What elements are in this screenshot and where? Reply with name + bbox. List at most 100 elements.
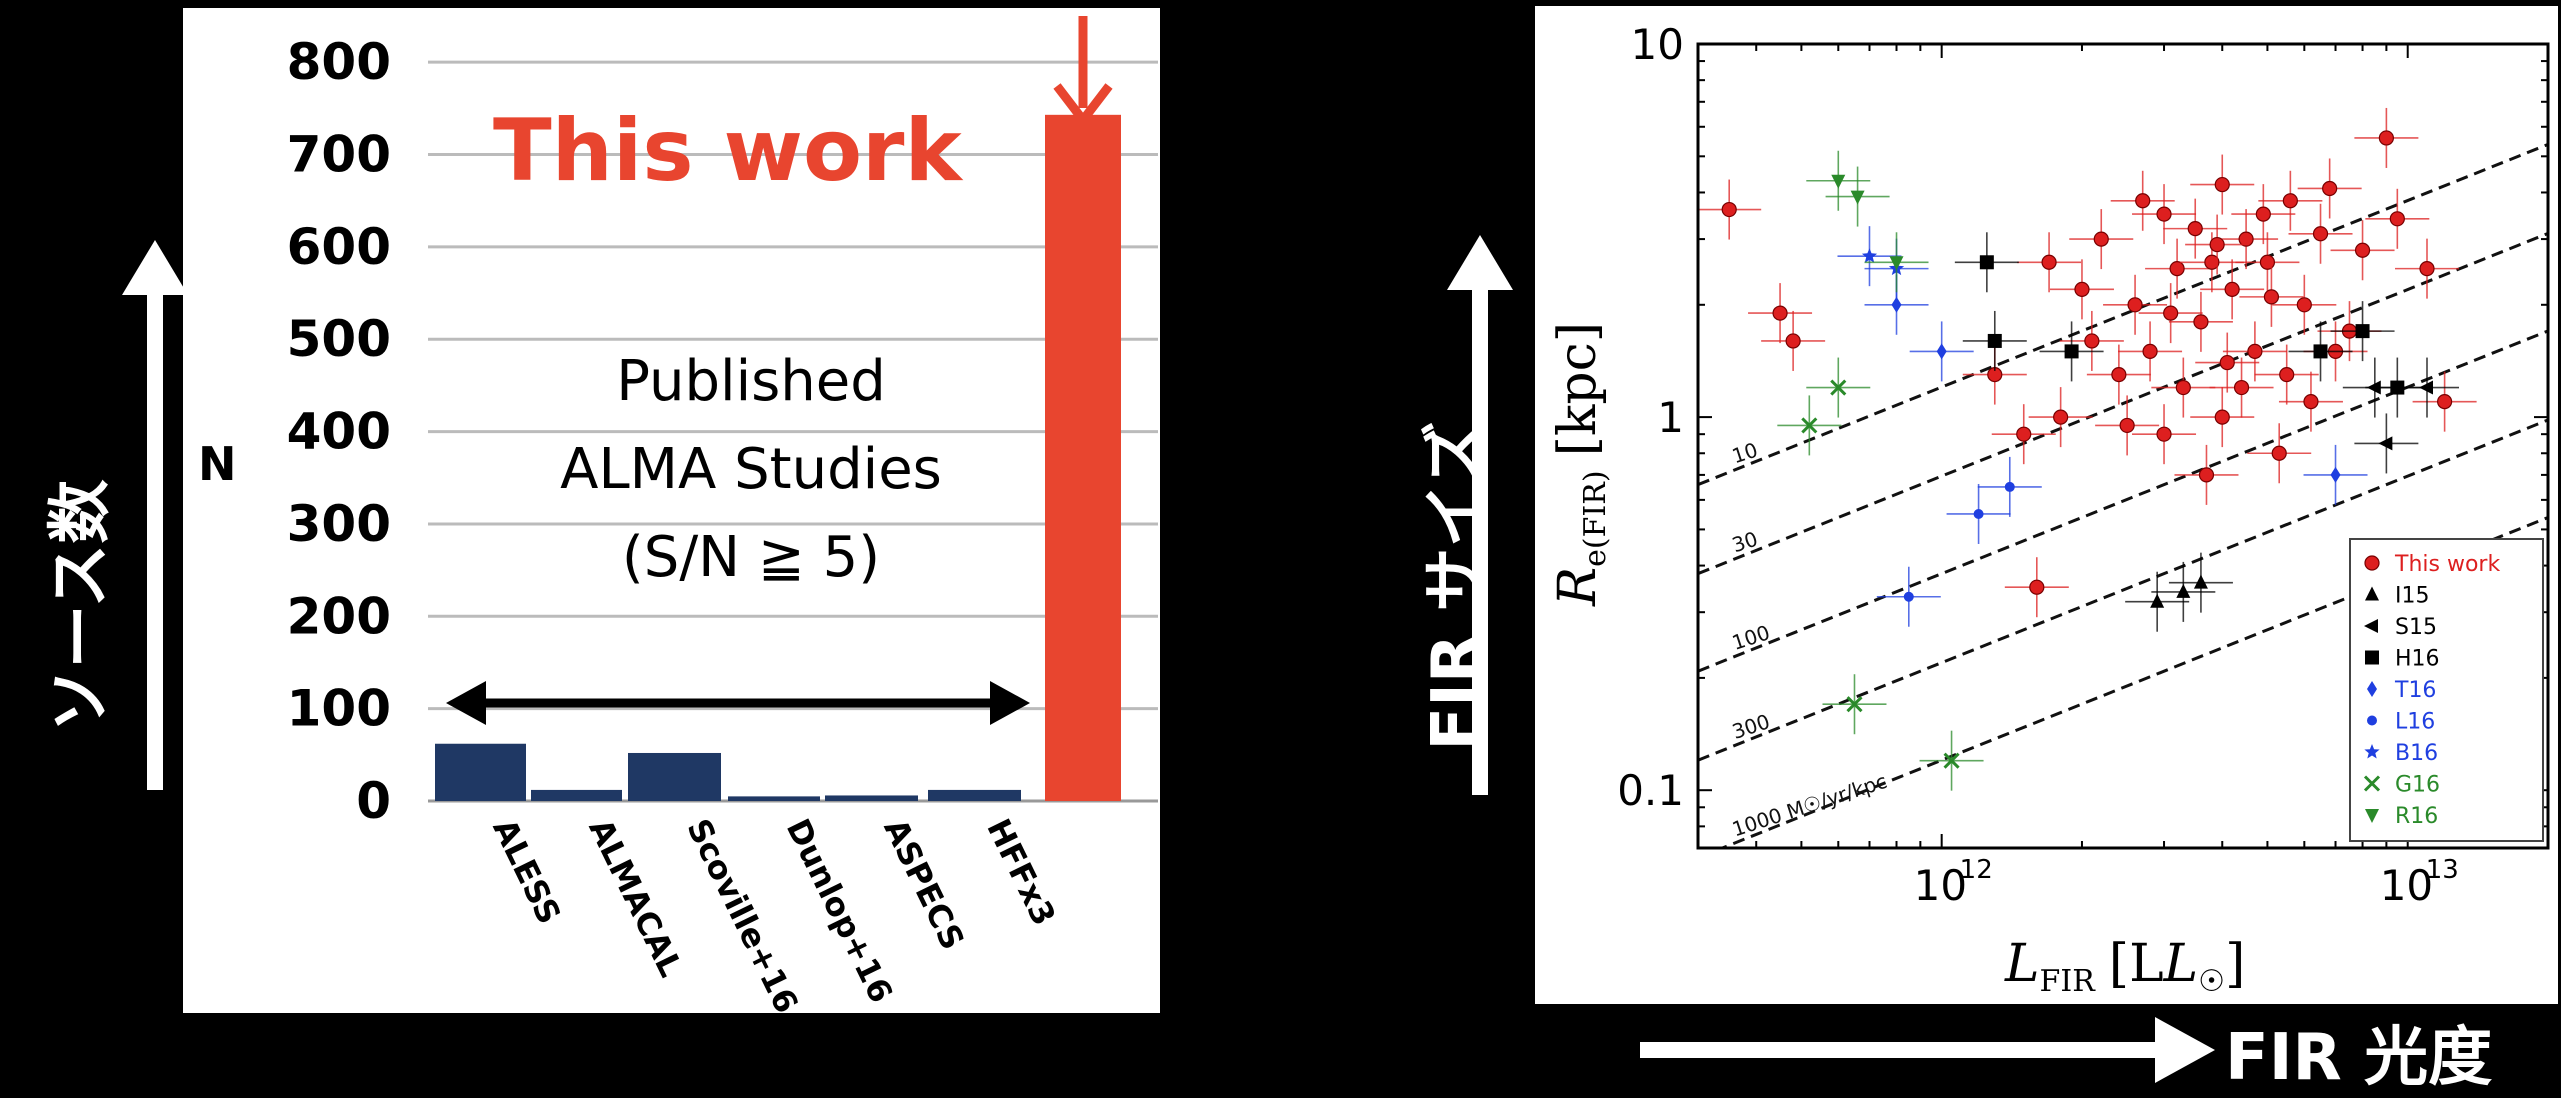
marker-circle: [2119, 417, 2135, 434]
marker-circle: [2389, 211, 2405, 227]
marker-circle: [2296, 297, 2312, 313]
x-axis-label: LFIR [LL☉]: [2004, 934, 2245, 999]
marker-circle: [2279, 366, 2295, 383]
marker-circle: [2093, 231, 2109, 247]
this-work-arrow-head: [1053, 83, 1113, 128]
marker-circle: [2255, 206, 2271, 222]
marker-diamond: [1936, 343, 1947, 360]
y-tick-label: 600: [287, 218, 391, 276]
marker-diamond: [2367, 681, 2377, 697]
marker-circle: [2322, 180, 2338, 197]
data-point: [1748, 283, 1813, 344]
data-point: [2110, 170, 2175, 231]
data-point: [2288, 321, 2353, 382]
marker-circle: [2419, 261, 2435, 277]
marker-triangle-up: [2193, 574, 2208, 589]
marker-triangle-up: [2365, 586, 2379, 601]
legend-item: I15: [2365, 584, 2429, 609]
marker-triangle-down: [1889, 256, 1904, 271]
marker-circle-small: [1903, 591, 1914, 602]
legend-item: B16: [2364, 741, 2438, 766]
sfr-line-label: 300: [1729, 709, 1773, 744]
marker-x-stroke: [1943, 752, 1960, 769]
marker-circle: [2016, 426, 2032, 442]
marker-circle: [2204, 254, 2220, 270]
marker-circle: [1772, 305, 1788, 321]
marker-circle: [2312, 226, 2329, 242]
data-point: [2017, 232, 2082, 293]
marker-circle-small: [2004, 481, 2015, 492]
marker-square: [1979, 255, 1994, 270]
y-tick-label: 800: [287, 33, 391, 91]
y-tick-label: 0.1: [1617, 766, 1684, 815]
marker-square: [2064, 344, 2079, 359]
data-point: [2125, 571, 2190, 632]
legend-label: This work: [2394, 552, 2500, 577]
legend-item: G16: [2363, 773, 2440, 798]
data-point: [2247, 423, 2312, 484]
marker-circle: [2175, 379, 2191, 396]
marker-circle: [2247, 343, 2263, 360]
data-point: [1837, 226, 1902, 287]
legend-item: H16: [2365, 647, 2440, 672]
legend-label: L16: [2395, 710, 2435, 735]
data-point: [1946, 483, 2011, 544]
sfr-line-30: [1698, 231, 2548, 576]
data-point: [2168, 552, 2233, 613]
data-point: [1876, 566, 1941, 627]
y-tick-label: 700: [287, 126, 391, 184]
legend-label: I15: [2395, 584, 2429, 609]
bar-dunlop-16: [728, 796, 820, 801]
marker-circle: [2378, 130, 2394, 146]
series-h16: [1954, 232, 2430, 418]
group-label-line2: ALMA Studies: [560, 437, 942, 502]
series-r16: [1806, 150, 1929, 293]
data-point: [2174, 444, 2239, 505]
marker-circle: [2303, 394, 2319, 410]
legend-item: T16: [2367, 678, 2436, 703]
marker-circle: [2238, 231, 2254, 247]
marker-circle: [2209, 236, 2225, 253]
data-point: [1777, 395, 1842, 456]
marker-circle: [2127, 297, 2143, 313]
bar-aspecs: [825, 795, 918, 801]
data-point: [1919, 730, 1984, 791]
y-tick-label: 1: [1657, 393, 1684, 442]
marker-circle: [2437, 394, 2453, 410]
data-point: [2365, 357, 2430, 418]
marker-circle: [2156, 206, 2172, 222]
data-point: [2288, 203, 2353, 264]
x-tick-label: HFFx3: [979, 813, 1063, 932]
data-point: [2330, 301, 2395, 362]
legend-item: S15: [2364, 615, 2437, 640]
data-point: [1698, 179, 1762, 240]
series-l16: [1876, 456, 2042, 627]
marker-circle: [2169, 261, 2185, 277]
data-point: [2239, 266, 2304, 327]
marker-square: [2390, 380, 2405, 395]
data-point: [2354, 107, 2419, 168]
data-point: [2209, 357, 2274, 418]
marker-square: [2355, 324, 2370, 339]
bar-scoville-16: [628, 752, 721, 801]
legend-box: [2349, 538, 2544, 842]
legend-label: T16: [2394, 678, 2436, 703]
data-point: [2118, 321, 2183, 382]
marker-circle-small: [2367, 715, 2377, 726]
marker-circle: [2214, 176, 2230, 193]
y-tick-label: 10: [1631, 20, 1684, 69]
data-point: [2028, 387, 2093, 448]
marker-triangle-up: [2150, 593, 2165, 608]
marker-triangle-left: [2378, 436, 2393, 451]
data-point: [2412, 371, 2477, 432]
marker-circle: [2135, 193, 2151, 209]
this-work-label: This work: [493, 101, 963, 201]
data-point: [1962, 310, 2027, 371]
y-axis-label: Re(FIR)[kpc]: [1548, 322, 1613, 607]
data-point: [2190, 387, 2255, 448]
data-point: [2168, 291, 2233, 352]
group-label-line1: Published: [616, 349, 886, 414]
points: [1698, 107, 2477, 791]
marker-circle: [2259, 254, 2276, 270]
data-point: [2004, 557, 2069, 618]
